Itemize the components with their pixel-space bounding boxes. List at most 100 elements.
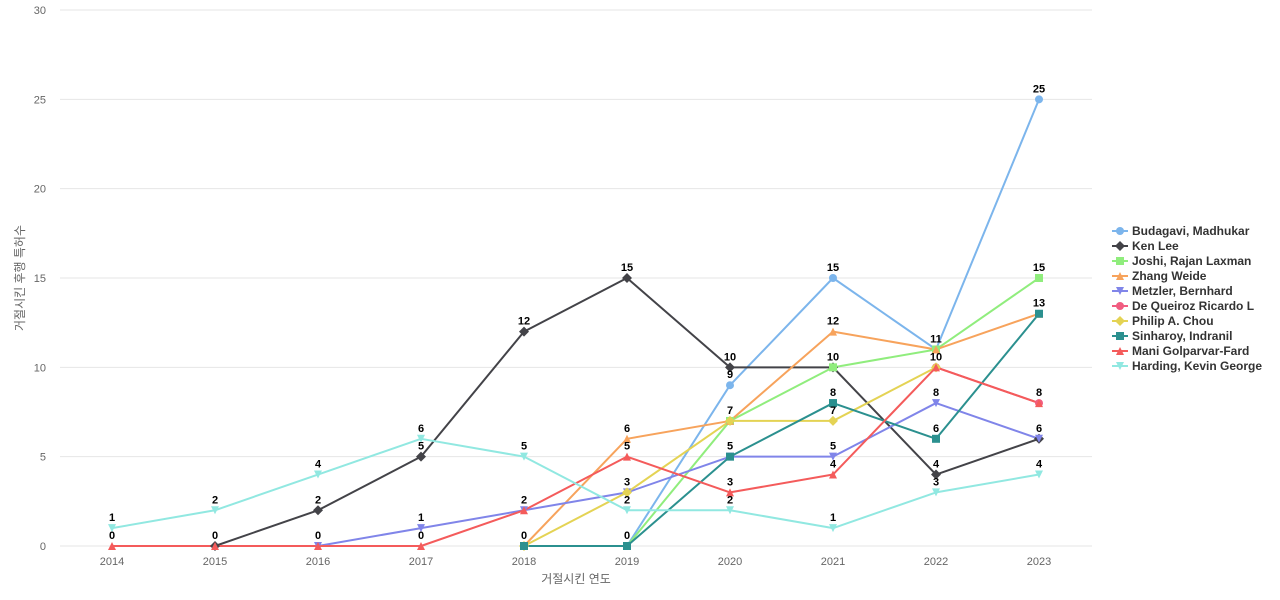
data-label: 8 xyxy=(1036,387,1042,399)
y-tick-label: 5 xyxy=(40,452,46,464)
data-label: 2 xyxy=(212,494,218,506)
data-label: 1 xyxy=(109,512,115,524)
data-label: 7 xyxy=(830,405,836,417)
series-marker xyxy=(1116,332,1124,340)
series-marker xyxy=(1116,362,1124,370)
x-tick-label: 2021 xyxy=(821,556,845,568)
data-label: 4 xyxy=(315,459,322,471)
data-label: 1 xyxy=(830,512,836,524)
data-label: 25 xyxy=(1033,83,1045,95)
legend-label: Joshi, Rajan Laxman xyxy=(1132,254,1251,268)
data-label: 12 xyxy=(827,316,839,328)
series-marker xyxy=(314,470,322,479)
series-marker xyxy=(623,452,631,461)
series-marker xyxy=(1035,309,1043,318)
y-tick-label: 30 xyxy=(34,5,46,17)
series-marker xyxy=(726,488,734,497)
series-marker xyxy=(1116,272,1124,280)
legend-item[interactable]: Ken Lee xyxy=(1112,239,1179,253)
series-marker xyxy=(1115,316,1125,326)
legend-label: Philip A. Chou xyxy=(1132,314,1214,328)
data-label: 2 xyxy=(727,494,733,506)
series-marker xyxy=(829,470,837,479)
x-tick-label: 2023 xyxy=(1027,556,1051,568)
data-label: 6 xyxy=(933,423,939,435)
data-label: 5 xyxy=(418,441,424,453)
x-axis-title: 거절시킨 연도 xyxy=(541,572,611,586)
data-label: 4 xyxy=(1036,459,1043,471)
series-marker xyxy=(1116,302,1124,310)
data-label: 5 xyxy=(830,441,836,453)
legend-item[interactable]: Metzler, Bernhard xyxy=(1112,284,1233,298)
data-label: 8 xyxy=(933,387,939,399)
legend-item[interactable]: Harding, Kevin George xyxy=(1112,359,1262,373)
data-label: 3 xyxy=(624,476,630,488)
series-marker xyxy=(1035,399,1043,408)
series-marker xyxy=(520,542,528,550)
data-label: 5 xyxy=(727,441,733,453)
data-label: 0 xyxy=(521,530,527,542)
x-tick-label: 2015 xyxy=(203,556,227,568)
legend-label: Mani Golparvar-Fard xyxy=(1132,344,1249,358)
series-marker xyxy=(211,542,219,550)
series-marker xyxy=(1035,95,1043,104)
data-label: 5 xyxy=(521,441,527,453)
data-label: 0 xyxy=(418,530,424,542)
series-marker xyxy=(725,362,735,373)
data-label: 10 xyxy=(724,351,736,363)
series-marker xyxy=(829,399,837,408)
data-label: 9 xyxy=(727,369,733,381)
series-marker xyxy=(829,327,837,336)
series-marker xyxy=(1116,287,1124,295)
data-label: 4 xyxy=(830,459,837,471)
series-marker xyxy=(1035,434,1043,443)
x-tick-label: 2016 xyxy=(306,556,330,568)
data-label: 13 xyxy=(1033,298,1045,310)
legend-item[interactable]: Mani Golparvar-Fard xyxy=(1112,344,1249,358)
data-label: 3 xyxy=(727,476,733,488)
data-label: 1 xyxy=(418,512,424,524)
x-tick-label: 2022 xyxy=(924,556,948,568)
series-marker xyxy=(1035,470,1043,479)
legend-label: Metzler, Bernhard xyxy=(1132,284,1233,298)
legend-item[interactable]: Zhang Weide xyxy=(1112,269,1207,283)
series-marker xyxy=(623,506,631,515)
data-label: 0 xyxy=(315,530,321,542)
series-marker xyxy=(519,326,529,337)
data-label: 15 xyxy=(827,262,839,274)
series-marker xyxy=(828,415,838,426)
series-marker xyxy=(1116,227,1124,235)
series-marker xyxy=(623,542,631,550)
series-marker xyxy=(829,452,837,461)
series-marker xyxy=(108,542,116,550)
series-marker xyxy=(1115,241,1125,251)
data-label: 15 xyxy=(1033,262,1045,274)
legend-item[interactable]: Sinharoy, Indranil xyxy=(1112,329,1232,343)
legend-item[interactable]: Joshi, Rajan Laxman xyxy=(1112,254,1251,268)
data-label: 0 xyxy=(212,530,218,542)
series-marker xyxy=(829,524,837,533)
grid-lines xyxy=(60,9,1092,547)
y-tick-label: 10 xyxy=(34,362,46,374)
data-label: 3 xyxy=(933,476,939,488)
x-tick-label: 2019 xyxy=(615,556,639,568)
series-marker xyxy=(416,451,426,462)
series-marker xyxy=(932,434,940,443)
legend-item[interactable]: Budagavi, Madhukar xyxy=(1112,224,1250,238)
x-tick-label: 2017 xyxy=(409,556,433,568)
data-label: 0 xyxy=(624,530,630,542)
x-tick-label: 2014 xyxy=(100,556,124,568)
legend-item[interactable]: Philip A. Chou xyxy=(1112,314,1214,328)
series-marker xyxy=(417,542,425,550)
data-label: 6 xyxy=(1036,423,1042,435)
data-label: 7 xyxy=(727,405,733,417)
y-tick-label: 15 xyxy=(34,273,46,285)
legend-item[interactable]: De Queiroz Ricardo L xyxy=(1112,299,1254,313)
y-tick-label: 20 xyxy=(34,184,46,196)
legend-label: De Queiroz Ricardo L xyxy=(1132,299,1254,313)
legend-label: Sinharoy, Indranil xyxy=(1132,329,1232,343)
data-label: 15 xyxy=(621,262,633,274)
data-label: 6 xyxy=(624,423,630,435)
